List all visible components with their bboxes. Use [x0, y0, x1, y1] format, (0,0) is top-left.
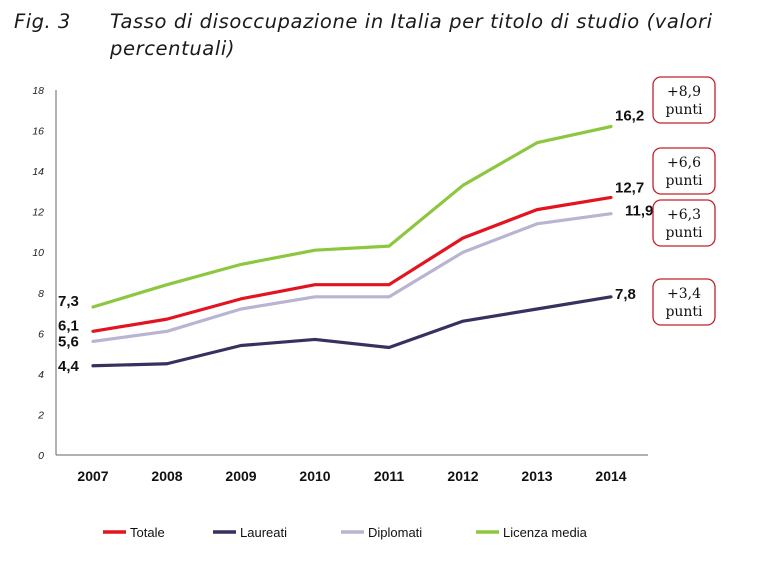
end-label-laureati: 7,8	[615, 286, 636, 303]
start-label-licenza-media: 7,3	[58, 293, 79, 310]
y-tick-label: 18	[32, 85, 44, 97]
annotation-value-totale: +6,6	[667, 155, 701, 171]
x-tick-label: 2014	[595, 468, 626, 484]
y-tick-label: 6	[38, 328, 44, 340]
annotation-unit-licenza-media: punti	[665, 102, 703, 118]
x-tick-label: 2009	[225, 468, 256, 484]
y-tick-label: 0	[38, 450, 44, 462]
x-tick-label: 2011	[374, 468, 405, 484]
annotation-value-licenza-media: +8,9	[667, 84, 701, 100]
annotation-value-laureati: +3,4	[667, 286, 701, 302]
annotation-box-laureati	[652, 278, 716, 326]
legend-label-totale: Totale	[130, 525, 165, 540]
y-tick-label: 12	[32, 207, 44, 219]
x-tick-label: 2012	[447, 468, 478, 484]
legend-label-laureati: Laureati	[240, 525, 287, 540]
legend-label-licenza-media: Licenza media	[503, 525, 588, 540]
x-tick-label: 2007	[77, 468, 108, 484]
annotation-box-totale	[652, 147, 716, 195]
series-line-licenza-media	[91, 124, 613, 309]
end-label-licenza-media: 16,2	[615, 108, 644, 125]
annotation-box-diplomati	[652, 199, 716, 247]
start-label-diplomati: 5,6	[58, 333, 79, 350]
start-label-totale: 6,1	[58, 317, 79, 334]
start-label-laureati: 4,4	[58, 358, 80, 375]
annotation-unit-totale: punti	[665, 173, 703, 189]
end-label-totale: 12,7	[615, 179, 644, 196]
figure-title: Tasso di disoccupazione in Italia per ti…	[110, 10, 713, 60]
series-line-diplomati	[91, 212, 613, 344]
y-tick-label: 16	[32, 126, 44, 138]
x-tick-label: 2010	[299, 468, 330, 484]
series-line-totale	[91, 195, 613, 333]
annotation-box-licenza-media	[652, 76, 716, 124]
figure-label: Fig. 3	[14, 10, 71, 33]
legend-label-diplomati: Diplomati	[368, 525, 422, 540]
end-label-diplomati: 11,9	[625, 203, 653, 220]
y-tick-label: 8	[38, 288, 44, 300]
annotation-unit-laureati: punti	[665, 304, 703, 320]
annotation-unit-diplomati: punti	[665, 225, 703, 241]
x-tick-label: 2013	[521, 468, 552, 484]
y-tick-label: 4	[38, 369, 44, 381]
y-tick-label: 10	[32, 247, 44, 259]
annotation-value-diplomati: +6,3	[667, 207, 701, 223]
y-tick-label: 14	[32, 166, 44, 178]
series-line-laureati	[91, 295, 613, 368]
y-tick-label: 2	[37, 409, 44, 421]
x-tick-label: 2008	[151, 468, 182, 484]
